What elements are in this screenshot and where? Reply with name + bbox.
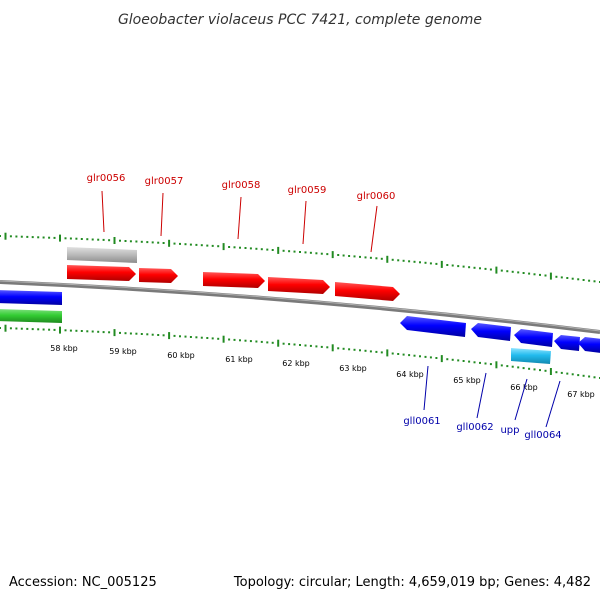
- gene-label-gll0061: gll0061: [403, 416, 440, 427]
- gene-glr0058[interactable]: glr0058: [203, 180, 265, 288]
- gene-label-glr0058: glr0058: [222, 180, 261, 191]
- ruler-label: 58 kbp: [50, 344, 78, 353]
- gene-label-gll0062: gll0062: [456, 422, 493, 433]
- lower-tick-track: [0, 324, 600, 379]
- ruler-label: 63 kbp: [339, 364, 367, 373]
- gene-edge-reverse[interactable]: [578, 337, 600, 353]
- accession-text: Accession: NC_005125: [9, 575, 157, 590]
- gene-label-glr0060: glr0060: [357, 191, 396, 202]
- ruler-label: 61 kbp: [225, 355, 253, 364]
- blue-feature-left[interactable]: [0, 290, 62, 305]
- gene-gll0064[interactable]: gll0064: [524, 335, 580, 441]
- ruler-label: 59 kbp: [109, 347, 137, 356]
- gene-glr0057[interactable]: glr0057: [139, 176, 183, 283]
- genome-backbone: [0, 280, 600, 334]
- gene-upp[interactable]: upp: [500, 348, 551, 436]
- gene-label-glr0059: glr0059: [288, 185, 327, 196]
- gene-other-reverse[interactable]: [514, 329, 553, 347]
- gene-label-upp: upp: [500, 425, 519, 436]
- ruler-label: 60 kbp: [167, 351, 195, 360]
- gene-gll0062[interactable]: gll0062: [456, 323, 511, 433]
- ruler-label: 64 kbp: [396, 370, 424, 379]
- ruler-label: 67 kbp: [567, 390, 595, 399]
- gene-label-gll0064: gll0064: [524, 430, 561, 441]
- green-feature-left[interactable]: [0, 309, 62, 323]
- gene-glr0059[interactable]: glr0059: [268, 185, 330, 294]
- ruler-label: 65 kbp: [453, 376, 481, 385]
- gray-feature[interactable]: [67, 247, 137, 263]
- ruler-label: 62 kbp: [282, 359, 310, 368]
- genome-summary-text: Topology: circular; Length: 4,659,019 bp…: [233, 575, 591, 590]
- gene-glr0060[interactable]: glr0060: [335, 191, 400, 301]
- gene-gll0061[interactable]: gll0061: [400, 316, 466, 427]
- gene-label-glr0057: glr0057: [145, 176, 184, 187]
- upper-tick-track: [0, 232, 600, 283]
- gene-label-glr0056: glr0056: [87, 173, 126, 184]
- gene-glr0056[interactable]: glr0056: [67, 173, 136, 281]
- genome-title: Gloeobacter violaceus PCC 7421, complete…: [118, 12, 482, 28]
